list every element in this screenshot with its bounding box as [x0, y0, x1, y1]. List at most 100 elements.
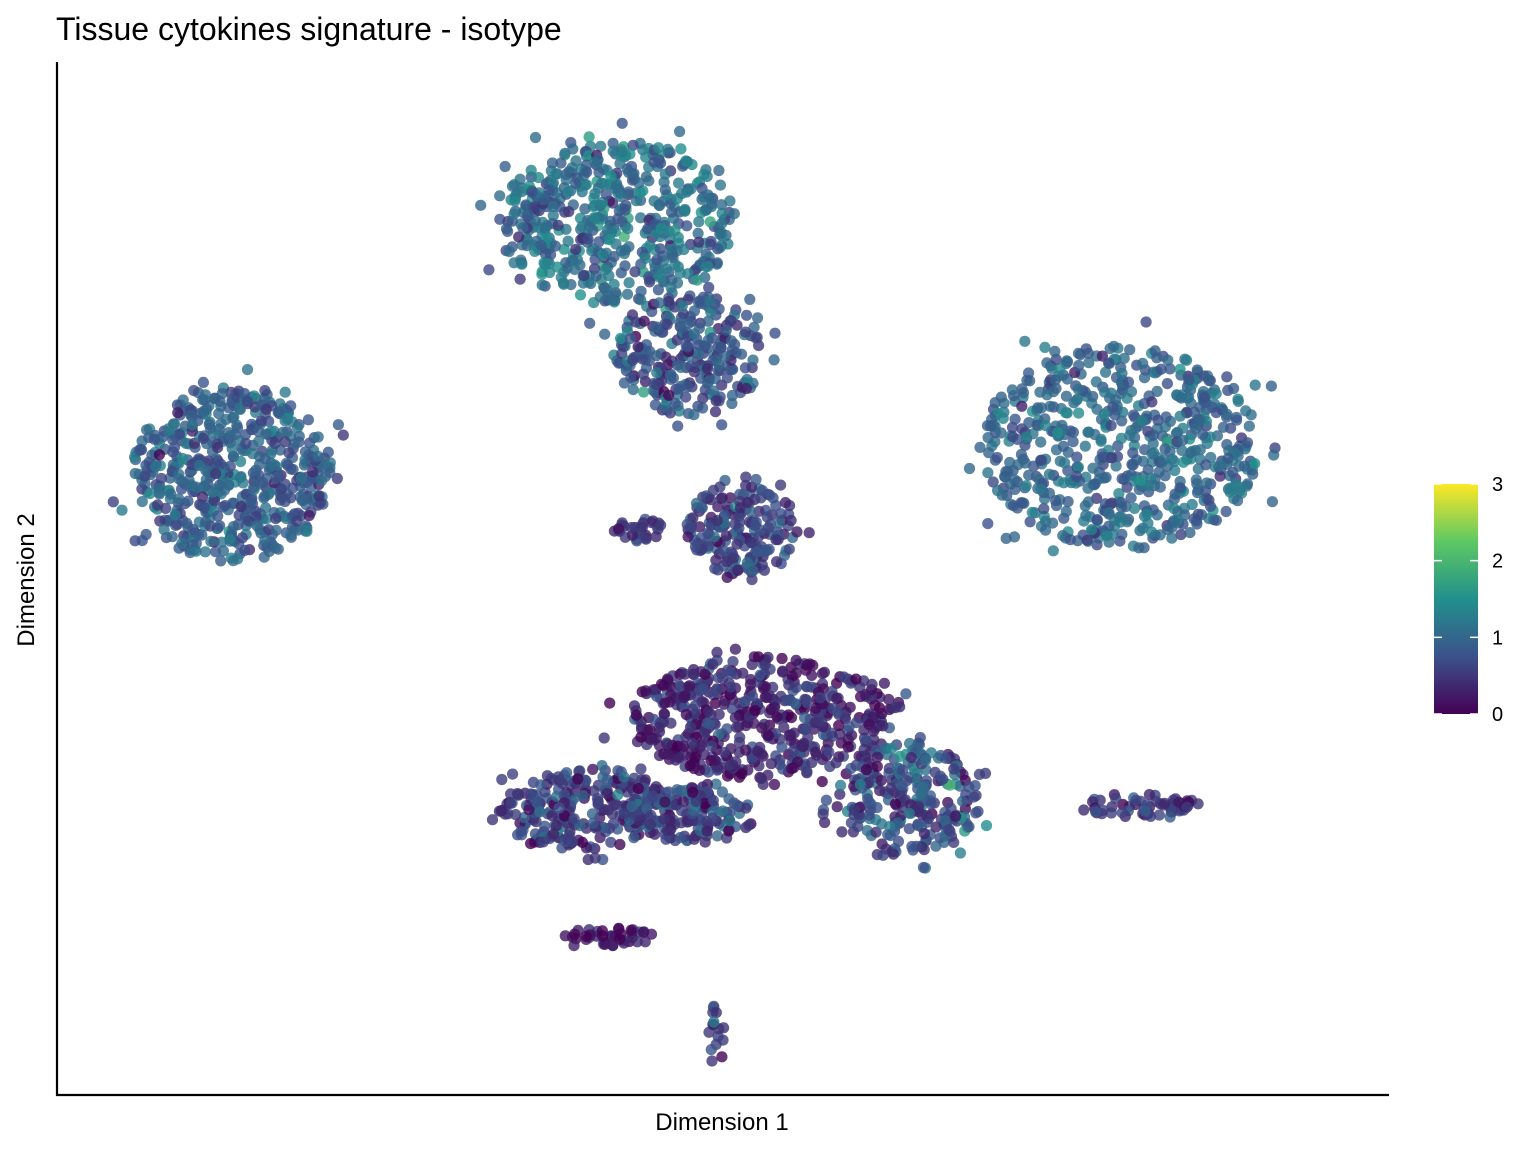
- data-point: [307, 466, 319, 478]
- data-point: [525, 788, 537, 800]
- data-point: [693, 236, 705, 248]
- data-point: [499, 160, 511, 173]
- data-point: [603, 270, 615, 282]
- data-point: [871, 751, 884, 763]
- data-point: [1115, 432, 1127, 444]
- data-point: [725, 681, 737, 693]
- data-point: [196, 529, 208, 541]
- cluster-bottom-main: [598, 643, 925, 791]
- data-point: [569, 928, 581, 940]
- cluster-bottom-island: [559, 922, 658, 952]
- data-point: [1210, 388, 1222, 400]
- cluster-bottom-middle: [602, 778, 757, 848]
- data-point: [653, 199, 665, 211]
- data-point: [595, 140, 607, 152]
- data-point: [1122, 376, 1135, 388]
- data-point: [650, 350, 663, 362]
- data-point: [1166, 532, 1178, 544]
- data-point: [234, 403, 246, 415]
- data-point: [1110, 460, 1122, 472]
- data-point: [558, 278, 570, 290]
- data-point: [843, 721, 855, 733]
- scatter-points: [107, 117, 1281, 1067]
- data-point: [1090, 376, 1102, 388]
- data-point: [139, 470, 151, 482]
- data-point: [709, 562, 721, 575]
- data-point: [866, 678, 878, 691]
- data-point: [611, 823, 624, 835]
- data-point: [708, 385, 720, 397]
- cluster-bottom-right: [816, 732, 993, 874]
- data-point: [1006, 384, 1018, 396]
- data-point: [1201, 477, 1213, 489]
- x-axis-title: Dimension 1: [655, 1109, 788, 1136]
- data-point: [1128, 409, 1140, 421]
- data-point: [1103, 357, 1115, 369]
- data-point: [674, 831, 687, 844]
- data-point: [676, 804, 688, 817]
- data-point: [1115, 496, 1127, 509]
- data-point: [658, 813, 670, 825]
- data-point: [197, 376, 209, 388]
- data-point: [801, 765, 813, 777]
- data-point: [721, 723, 733, 735]
- data-point: [716, 217, 728, 229]
- data-point: [245, 494, 258, 506]
- data-point: [685, 183, 697, 195]
- data-point: [739, 362, 752, 374]
- data-point: [883, 693, 895, 706]
- data-point: [1073, 359, 1085, 372]
- data-point: [721, 372, 733, 384]
- data-point: [762, 730, 774, 742]
- data-point: [817, 808, 829, 820]
- data-point: [846, 729, 858, 741]
- data-point: [1087, 462, 1099, 474]
- data-point: [925, 798, 937, 810]
- data-point: [240, 437, 252, 450]
- data-point: [166, 531, 178, 543]
- data-point: [904, 737, 916, 750]
- data-point: [1249, 458, 1261, 470]
- data-point: [729, 338, 741, 351]
- data-point: [684, 680, 696, 692]
- data-point: [858, 743, 870, 756]
- data-point: [525, 164, 537, 176]
- data-point: [653, 297, 665, 309]
- data-point: [747, 354, 759, 366]
- data-point: [718, 698, 730, 710]
- data-point: [193, 459, 205, 472]
- data-point: [176, 452, 189, 465]
- data-point: [1175, 529, 1187, 541]
- data-point: [1116, 367, 1128, 379]
- data-point: [1113, 488, 1125, 500]
- data-point: [729, 518, 741, 530]
- data-point: [1164, 811, 1176, 823]
- data-point: [795, 739, 807, 751]
- data-point: [285, 492, 297, 504]
- data-point: [810, 702, 822, 715]
- data-point: [176, 537, 188, 550]
- data-point: [911, 767, 923, 779]
- data-point: [706, 332, 718, 344]
- data-point: [655, 519, 667, 531]
- data-point: [667, 372, 680, 384]
- data-point: [1191, 486, 1204, 499]
- data-point: [714, 481, 726, 493]
- data-point: [860, 764, 872, 776]
- data-point: [652, 284, 665, 296]
- legend-tick-label: 2: [1492, 551, 1503, 573]
- data-point: [633, 177, 645, 189]
- data-point: [849, 804, 861, 816]
- data-point: [950, 810, 962, 823]
- data-point: [726, 703, 739, 715]
- data-point: [711, 830, 724, 842]
- data-point: [1073, 407, 1085, 419]
- data-point: [1137, 455, 1149, 467]
- data-point: [775, 508, 787, 520]
- data-point: [241, 395, 253, 407]
- cluster-bottom-tip: [703, 1000, 730, 1067]
- data-point: [150, 460, 162, 473]
- data-point: [740, 382, 753, 395]
- data-point: [916, 809, 928, 821]
- data-point: [1116, 473, 1128, 485]
